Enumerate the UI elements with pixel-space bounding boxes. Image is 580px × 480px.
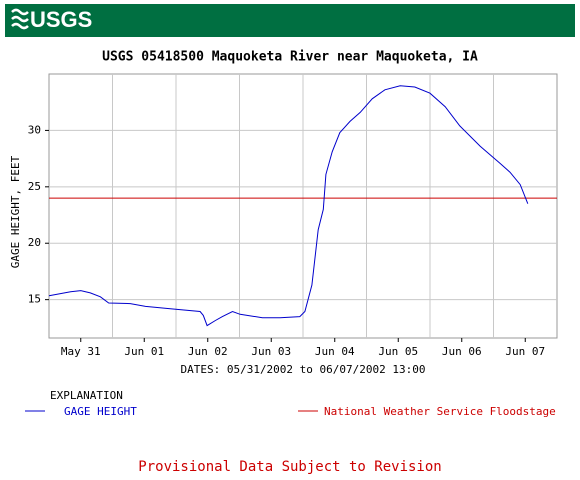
y-axis-label: GAGE HEIGHT, FEET [9, 155, 22, 268]
footer-note: Provisional Data Subject to Revision [138, 459, 441, 475]
x-tick-label: Jun 02 [188, 345, 228, 358]
x-axis-label: DATES: 05/31/2002 to 06/07/2002 13:00 [180, 363, 425, 376]
usgs-banner [5, 4, 575, 37]
x-tick-label: Jun 03 [251, 345, 291, 358]
usgs-logo: USGS [30, 7, 92, 32]
legend-title: EXPLANATION [50, 389, 123, 402]
x-tick-label: Jun 04 [315, 345, 355, 358]
legend-label: National Weather Service Floodstage [324, 405, 556, 418]
data-line [48, 85, 529, 327]
x-tick-label: Jun 01 [124, 345, 164, 358]
x-tick-label: Jun 05 [378, 345, 418, 358]
y-tick-label: 20 [28, 236, 41, 249]
y-tick-label: 15 [28, 293, 41, 306]
x-tick-label: Jun 06 [442, 345, 482, 358]
x-tick-label: May 31 [61, 345, 101, 358]
y-tick-label: 25 [28, 180, 41, 193]
legend-label: GAGE HEIGHT [64, 405, 137, 418]
chart-title: USGS 05418500 Maquoketa River near Maquo… [102, 50, 478, 65]
y-tick-label: 30 [28, 123, 41, 136]
x-tick-label: Jun 07 [505, 345, 545, 358]
usgs-wave-icon [11, 8, 29, 30]
